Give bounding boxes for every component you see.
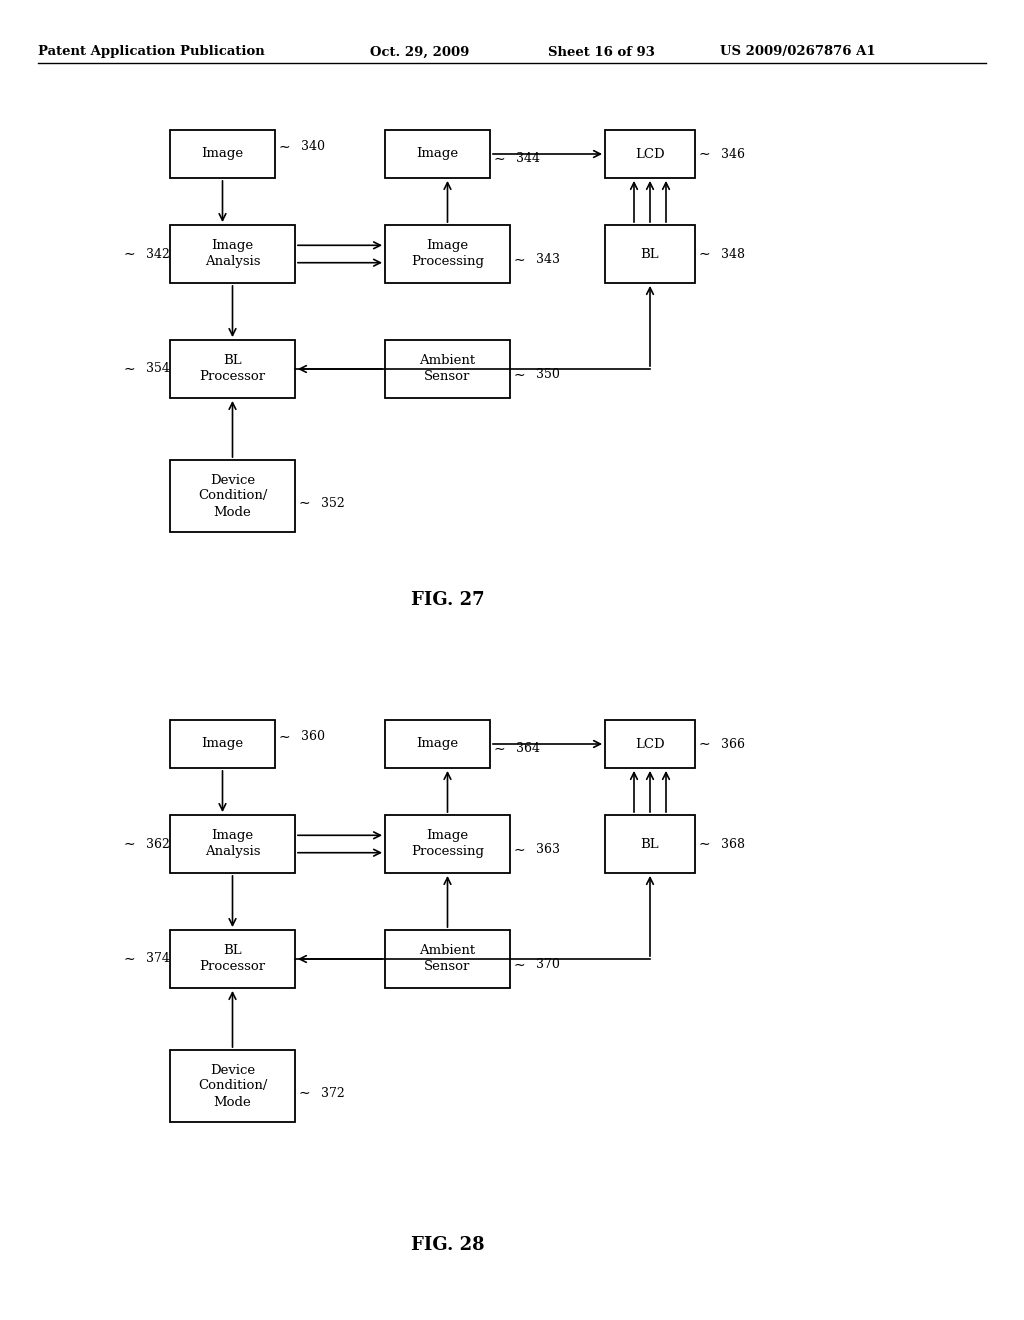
Text: ∼: ∼: [124, 837, 135, 851]
Bar: [605, 814, 695, 873]
Bar: [170, 1049, 295, 1122]
Text: 370: 370: [536, 958, 560, 972]
Text: 374: 374: [146, 953, 170, 965]
Text: Ambient
Sensor: Ambient Sensor: [420, 945, 475, 974]
Text: ∼: ∼: [514, 368, 525, 381]
Text: ∼: ∼: [514, 253, 525, 267]
Text: FIG. 27: FIG. 27: [411, 591, 484, 609]
Bar: [170, 224, 295, 282]
Text: BL
Processor: BL Processor: [200, 945, 265, 974]
Text: 366: 366: [721, 738, 745, 751]
Text: Device
Condition/
Mode: Device Condition/ Mode: [198, 474, 267, 519]
Text: ∼: ∼: [494, 152, 506, 166]
Text: ∼: ∼: [514, 958, 525, 972]
Bar: [605, 224, 695, 282]
Text: 372: 372: [321, 1086, 345, 1100]
Bar: [170, 129, 275, 178]
Text: Image
Processing: Image Processing: [411, 239, 484, 268]
Text: ∼: ∼: [124, 952, 135, 966]
Text: 368: 368: [721, 837, 745, 850]
Bar: [605, 129, 695, 178]
Text: 360: 360: [301, 730, 325, 743]
Text: BL: BL: [641, 248, 659, 260]
Text: 354: 354: [146, 363, 170, 375]
Text: 364: 364: [516, 742, 540, 755]
Bar: [170, 459, 295, 532]
Bar: [385, 129, 490, 178]
Text: ∼: ∼: [699, 147, 711, 161]
Bar: [385, 814, 510, 873]
Text: 362: 362: [146, 837, 170, 850]
Text: 340: 340: [301, 140, 325, 153]
Text: ∼: ∼: [279, 140, 291, 154]
Text: Patent Application Publication: Patent Application Publication: [38, 45, 265, 58]
Text: Device
Condition/
Mode: Device Condition/ Mode: [198, 1064, 267, 1109]
Text: ∼: ∼: [279, 730, 291, 743]
Text: ∼: ∼: [699, 247, 711, 261]
Text: ∼: ∼: [124, 247, 135, 261]
Text: Image: Image: [417, 148, 459, 161]
Text: 348: 348: [721, 248, 745, 260]
Text: Image: Image: [417, 738, 459, 751]
Text: Image
Analysis: Image Analysis: [205, 239, 260, 268]
Text: Image: Image: [202, 148, 244, 161]
Text: 363: 363: [536, 843, 560, 857]
Bar: [170, 719, 275, 768]
Text: 350: 350: [536, 368, 560, 381]
Text: ∼: ∼: [514, 842, 525, 857]
Text: ∼: ∼: [124, 362, 135, 376]
Text: BL: BL: [641, 837, 659, 850]
Text: Image
Analysis: Image Analysis: [205, 829, 260, 858]
Bar: [170, 341, 295, 399]
Text: Ambient
Sensor: Ambient Sensor: [420, 355, 475, 384]
Text: ∼: ∼: [299, 1086, 310, 1100]
Text: Image
Processing: Image Processing: [411, 829, 484, 858]
Text: US 2009/0267876 A1: US 2009/0267876 A1: [720, 45, 876, 58]
Bar: [170, 931, 295, 987]
Text: 352: 352: [321, 496, 345, 510]
Text: 342: 342: [146, 248, 170, 260]
Bar: [385, 719, 490, 768]
Text: ∼: ∼: [299, 496, 310, 511]
Text: Oct. 29, 2009: Oct. 29, 2009: [370, 45, 469, 58]
Text: FIG. 28: FIG. 28: [411, 1236, 484, 1254]
Bar: [605, 719, 695, 768]
Bar: [385, 341, 510, 399]
Text: 343: 343: [536, 253, 560, 267]
Text: Sheet 16 of 93: Sheet 16 of 93: [548, 45, 655, 58]
Text: ∼: ∼: [494, 742, 506, 756]
Text: LCD: LCD: [635, 738, 665, 751]
Text: Image: Image: [202, 738, 244, 751]
Bar: [385, 931, 510, 987]
Bar: [170, 814, 295, 873]
Text: BL
Processor: BL Processor: [200, 355, 265, 384]
Text: ∼: ∼: [699, 837, 711, 851]
Text: ∼: ∼: [699, 737, 711, 751]
Text: 346: 346: [721, 148, 745, 161]
Text: 344: 344: [516, 152, 540, 165]
Bar: [385, 224, 510, 282]
Text: LCD: LCD: [635, 148, 665, 161]
